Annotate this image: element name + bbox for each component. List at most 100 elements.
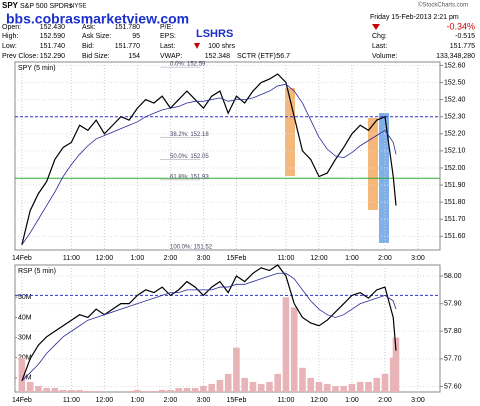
field-label: Open: bbox=[2, 24, 21, 31]
field-label: Volume: bbox=[372, 53, 397, 60]
volume-bar bbox=[191, 387, 199, 392]
tag: LSHRS bbox=[196, 28, 233, 40]
volume-bar bbox=[356, 381, 364, 392]
symbol: SPY bbox=[2, 1, 19, 10]
field-label: P/E: bbox=[160, 24, 173, 31]
series-line bbox=[21, 83, 397, 246]
y-tick-label: 152.60 bbox=[444, 62, 466, 69]
volume-bar bbox=[125, 390, 133, 392]
x-tick-label: 12:00 bbox=[310, 397, 328, 404]
volume-bar bbox=[307, 377, 315, 392]
volume-bar bbox=[249, 381, 257, 392]
credit: ©StockCharts.com bbox=[418, 2, 468, 9]
y-tick-label: 152.30 bbox=[444, 114, 466, 121]
x-tick-label: 11:00 bbox=[63, 397, 80, 404]
field-value: 152.348 bbox=[205, 53, 230, 60]
field-value: 151.775 bbox=[450, 43, 475, 50]
y-tick-label: 57.80 bbox=[444, 328, 462, 335]
x-tick-label: 2:00 bbox=[164, 397, 178, 404]
volume-bar bbox=[167, 389, 174, 392]
volume-bar bbox=[348, 383, 356, 392]
field-label: Bid Size: bbox=[82, 53, 110, 60]
x-tick-label: 3:00 bbox=[197, 397, 211, 404]
x-tick-label: 11:00 bbox=[277, 397, 294, 404]
field-label: SCTR (ETF): bbox=[237, 53, 278, 60]
highlight-box bbox=[368, 118, 378, 210]
x-tick-label: 12:00 bbox=[96, 255, 114, 262]
y2-tick-label: 30M bbox=[18, 334, 32, 341]
x-tick-label: 2:00 bbox=[164, 255, 178, 262]
change-pct: -0.34% bbox=[446, 21, 475, 31]
field-label: EPS: bbox=[160, 33, 176, 40]
date: Friday 15-Feb-2013 2:21 pm bbox=[370, 14, 459, 21]
volume-bar bbox=[266, 381, 273, 392]
x-tick-label: 2:00 bbox=[378, 397, 392, 404]
x-tick-label: 1:00 bbox=[345, 397, 359, 404]
y-tick-label: 152.40 bbox=[444, 96, 466, 103]
y-tick-label: 151.80 bbox=[444, 199, 466, 206]
field-value: 151.740 bbox=[40, 43, 65, 50]
volume-bar bbox=[332, 385, 339, 392]
volume-bar bbox=[26, 381, 34, 392]
series-line bbox=[21, 73, 397, 246]
security-name: S&P 500 SPDRs bbox=[20, 3, 73, 10]
x-tick-label: 3:00 bbox=[411, 255, 425, 262]
field-value: 152.590 bbox=[40, 33, 65, 40]
volume-bar bbox=[392, 337, 400, 392]
y2-tick-label: 50M bbox=[18, 294, 32, 301]
volume-bar bbox=[274, 373, 282, 392]
field-value: 56.7 bbox=[276, 53, 290, 60]
volume-bar bbox=[299, 367, 306, 392]
field-label: Chg: bbox=[372, 33, 387, 40]
field-value: 95 bbox=[132, 33, 140, 40]
field-value: 151.770 bbox=[115, 43, 140, 50]
field-label: Prev Close: bbox=[2, 53, 38, 60]
volume-bar bbox=[340, 385, 348, 392]
field-label: Ask Size: bbox=[82, 33, 111, 40]
x-tick-label: 11:00 bbox=[277, 255, 294, 262]
volume-bar bbox=[216, 379, 224, 392]
y-tick-label: 152.00 bbox=[444, 165, 466, 172]
field-value: 152.290 bbox=[40, 53, 65, 60]
x-tick-label: 12:00 bbox=[96, 397, 114, 404]
field-label: High: bbox=[2, 33, 18, 40]
fib-label: 100.0%: 151.52 bbox=[170, 245, 213, 251]
volume-bar bbox=[315, 381, 323, 392]
volume-bar bbox=[290, 307, 298, 392]
series-line bbox=[21, 264, 397, 382]
x-tick-label: 12:00 bbox=[310, 255, 328, 262]
rsp-panel bbox=[14, 264, 441, 393]
field-label: Low: bbox=[2, 43, 17, 50]
volume-bar bbox=[158, 389, 166, 392]
volume-bar bbox=[233, 347, 240, 392]
y-tick-label: 152.50 bbox=[444, 79, 466, 86]
volume-bar bbox=[257, 383, 265, 392]
x-tick-label: 15Feb bbox=[227, 255, 247, 262]
y-tick-label: 152.20 bbox=[444, 131, 466, 138]
volume-bar bbox=[365, 381, 372, 392]
volume-bar bbox=[150, 390, 158, 392]
field-value: -0.515 bbox=[455, 33, 475, 40]
volume-bar bbox=[51, 387, 59, 392]
y-tick-label: 57.70 bbox=[444, 356, 462, 363]
last-arrow bbox=[194, 43, 200, 49]
volume-bar bbox=[142, 390, 149, 392]
x-tick-label: 14Feb bbox=[12, 397, 32, 404]
volume-bar bbox=[175, 387, 182, 392]
y-tick-label: 57.90 bbox=[444, 300, 462, 307]
panel-title: SPY (5 min) bbox=[18, 65, 56, 72]
x-tick-label: 1:00 bbox=[345, 255, 359, 262]
y-tick-label: 57.60 bbox=[444, 383, 462, 390]
field-label: Bid: bbox=[82, 43, 94, 50]
field-value: 133,348,280 bbox=[436, 53, 475, 60]
y-tick-label: 58.00 bbox=[444, 273, 462, 280]
volume-bar bbox=[35, 385, 42, 392]
field-value: 154 bbox=[128, 53, 140, 60]
volume-bar bbox=[59, 389, 67, 392]
volume-bar bbox=[200, 385, 207, 392]
fib-label: 61.8%: 151.93 bbox=[170, 175, 209, 181]
series-line bbox=[21, 272, 397, 382]
field-value: 151.780 bbox=[115, 24, 140, 31]
watermark: bbs.cobrasmarketview.com bbox=[6, 11, 189, 27]
x-tick-label: 11:00 bbox=[63, 255, 80, 262]
